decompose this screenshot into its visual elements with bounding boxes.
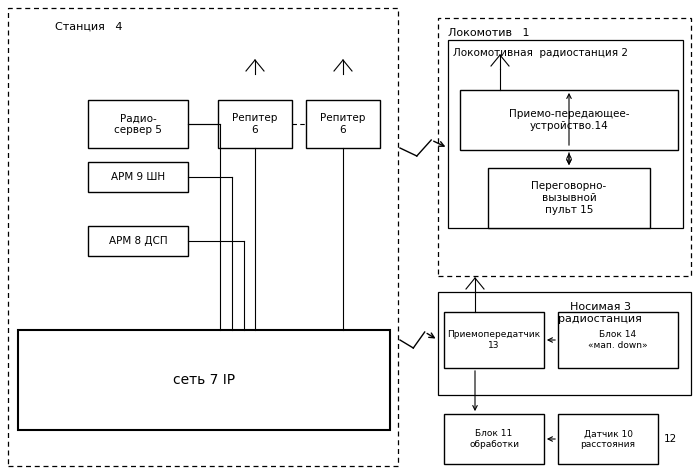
Bar [558, 312, 678, 368]
Text: Приемопередатчик
13: Приемопередатчик 13 [447, 330, 540, 350]
Bar [444, 312, 544, 368]
Bar [18, 330, 390, 430]
Text: АРМ 8 ДСП: АРМ 8 ДСП [108, 236, 167, 246]
Text: Станция   4: Станция 4 [55, 22, 122, 32]
Bar [88, 162, 188, 192]
Bar [88, 100, 188, 148]
Text: Локомотив   1: Локомотив 1 [448, 28, 530, 38]
Bar [438, 292, 691, 395]
Bar [558, 414, 658, 464]
Bar [460, 90, 678, 150]
Text: Переговорно-
вызывной
пульт 15: Переговорно- вызывной пульт 15 [531, 181, 607, 215]
Bar [306, 100, 380, 148]
Text: Блок 14
«мап. down»: Блок 14 «мап. down» [588, 330, 648, 350]
Text: Репитер
6: Репитер 6 [232, 113, 278, 135]
Bar [448, 40, 683, 228]
Text: Радио-
сервер 5: Радио- сервер 5 [114, 113, 162, 135]
Text: Приемо-передающее-
устройство.14: Приемо-передающее- устройство.14 [509, 109, 629, 131]
Text: Локомотивная  радиостанция 2: Локомотивная радиостанция 2 [453, 48, 628, 58]
Text: Блок 11
обработки: Блок 11 обработки [469, 429, 519, 449]
Text: АРМ 9 ШН: АРМ 9 ШН [111, 172, 165, 182]
Bar [488, 168, 650, 228]
Bar [8, 8, 398, 466]
Bar [444, 414, 544, 464]
Bar [218, 100, 292, 148]
Text: сеть 7 IP: сеть 7 IP [173, 373, 235, 387]
Bar [438, 18, 691, 276]
Bar [88, 226, 188, 256]
Text: Репитер
6: Репитер 6 [320, 113, 366, 135]
Text: Датчик 10
расстояния: Датчик 10 расстояния [580, 429, 635, 449]
Text: Носимая 3
радиостанция: Носимая 3 радиостанция [558, 302, 642, 323]
Text: 12: 12 [663, 434, 677, 444]
